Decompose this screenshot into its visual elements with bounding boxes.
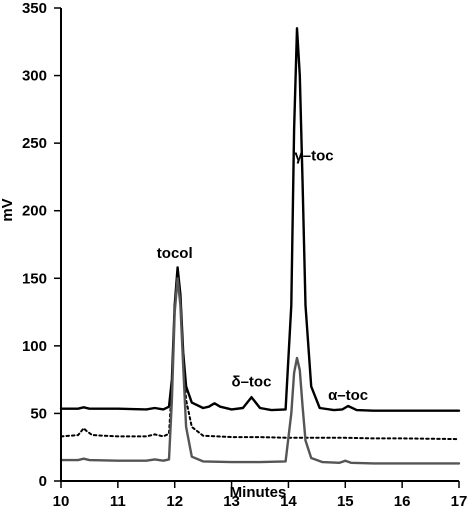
x-tick-label: 11 [110, 493, 126, 510]
x-tick-label: 13 [223, 493, 240, 510]
x-tick-label: 17 [451, 493, 468, 510]
peak-label: γ–toc [294, 148, 333, 165]
x-tick-label: 12 [166, 493, 183, 510]
peak-label: α–toc [328, 387, 368, 404]
y-tick-label: 300 [22, 68, 47, 85]
y-tick-label: 100 [22, 338, 47, 355]
peak-labels: tocol δ–toc γ–toc α–toc [157, 148, 368, 404]
x-tick-label: 14 [280, 493, 297, 510]
x-tick-label: 15 [337, 493, 354, 510]
peak-label: δ–toc [231, 373, 271, 390]
y-axis-title: mV [0, 198, 16, 221]
x-tick-label: 10 [53, 493, 70, 510]
peak-label: tocol [157, 245, 193, 262]
y-axis-ticks: 0 50 100 150 200 250 300 350 [22, 0, 61, 490]
x-tick-label: 16 [394, 493, 411, 510]
y-tick-label: 0 [39, 473, 47, 490]
x-axis-title: Minutes [230, 484, 287, 501]
y-tick-label: 250 [22, 135, 47, 152]
series-line-3 [59, 277, 461, 465]
plot-series [59, 27, 461, 465]
x-axis-ticks: 10 11 12 13 14 15 16 17 [53, 481, 468, 510]
y-tick-label: 350 [22, 0, 47, 17]
y-tick-label: 50 [30, 405, 47, 422]
series-line-1 [59, 27, 461, 412]
y-tick-label: 150 [22, 270, 47, 287]
y-tick-label: 200 [22, 203, 47, 220]
series-line-2 [60, 270, 460, 441]
